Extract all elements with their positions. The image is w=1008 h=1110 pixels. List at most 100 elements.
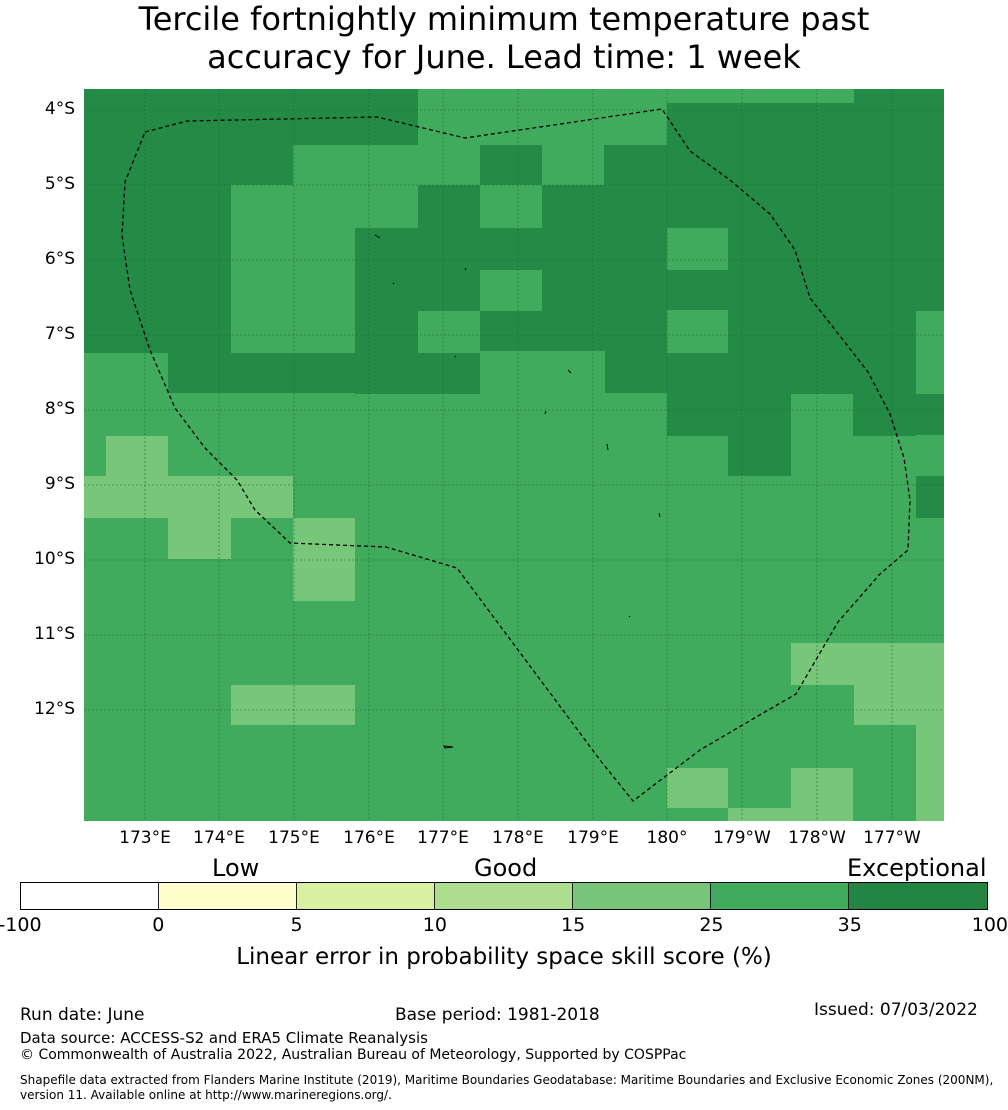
shapefile-credit-line-2: version 11. Available online at http://w… bbox=[20, 1088, 392, 1102]
category-exceptional: Exceptional bbox=[847, 854, 987, 882]
skill-cell bbox=[916, 476, 944, 518]
island-outline bbox=[464, 267, 467, 271]
skill-cell bbox=[728, 228, 944, 311]
skill-cell bbox=[418, 185, 480, 228]
skill-cell bbox=[791, 768, 853, 808]
skill-cell bbox=[231, 228, 355, 311]
skill-cell bbox=[84, 476, 293, 518]
eez-boundary bbox=[121, 108, 911, 802]
colorbar-segment bbox=[573, 883, 711, 909]
colorbar-tick-label: -100 bbox=[0, 914, 42, 936]
colorbar-tick-label: 35 bbox=[837, 914, 862, 936]
island-outline bbox=[628, 615, 631, 618]
skill-cell bbox=[542, 145, 604, 185]
category-good: Good bbox=[474, 854, 538, 882]
skill-cell bbox=[480, 145, 542, 185]
latitude-label: 9°S bbox=[44, 474, 75, 494]
skill-cell bbox=[667, 394, 791, 436]
longitude-label: 173°E bbox=[119, 828, 171, 848]
latitude-label: 6°S bbox=[44, 249, 75, 269]
skill-cell bbox=[355, 185, 418, 228]
skill-cell bbox=[168, 353, 480, 393]
colorbar-tick-label: 15 bbox=[561, 914, 586, 936]
colorbar-segment bbox=[849, 883, 987, 909]
issued-date: Issued: 07/03/2022 bbox=[814, 1000, 978, 1020]
colorbar-tick-label: 25 bbox=[699, 914, 724, 936]
longitude-label: 179°W bbox=[713, 828, 771, 848]
skill-cell bbox=[728, 808, 853, 821]
skill-cell bbox=[667, 768, 728, 808]
graticule bbox=[84, 89, 944, 821]
longitude-label: 177°W bbox=[863, 828, 921, 848]
longitude-label: 179°E bbox=[567, 828, 619, 848]
colorbar-label: Linear error in probability space skill … bbox=[236, 944, 772, 970]
island-outline bbox=[392, 282, 395, 285]
islands bbox=[374, 234, 661, 749]
skill-cell bbox=[480, 228, 667, 270]
island-outline bbox=[374, 234, 381, 239]
skill-cell bbox=[605, 351, 667, 393]
skill-cell bbox=[791, 643, 944, 685]
skill-cell bbox=[168, 518, 231, 559]
skill-cell bbox=[231, 685, 355, 725]
skill-cell bbox=[667, 103, 944, 228]
skill-cell bbox=[728, 436, 791, 476]
skill-cell bbox=[106, 436, 168, 477]
colorbar-segment bbox=[21, 883, 159, 909]
latitude-label: 7°S bbox=[44, 324, 75, 344]
latitude-label: 11°S bbox=[34, 624, 75, 644]
longitude-label: 176°E bbox=[343, 828, 395, 848]
base-period: Base period: 1981-2018 bbox=[395, 1005, 600, 1025]
title-line-1: Tercile fortnightly minimum temperature … bbox=[138, 0, 870, 38]
skill-cell bbox=[293, 145, 418, 185]
shapefile-credit-line-1: Shapefile data extracted from Flanders M… bbox=[20, 1073, 994, 1087]
run-date: Run date: June bbox=[20, 1005, 145, 1025]
skill-cell bbox=[418, 89, 667, 145]
skill-cell bbox=[916, 353, 944, 394]
skill-cell bbox=[667, 89, 854, 103]
skill-cell bbox=[293, 311, 355, 353]
colorbar-tick-label: 100 bbox=[971, 914, 1008, 936]
skill-cell bbox=[916, 394, 944, 435]
skill-cell bbox=[293, 518, 355, 601]
skill-cell bbox=[854, 685, 944, 725]
skill-cell bbox=[542, 270, 605, 351]
skill-cell bbox=[667, 228, 728, 270]
map-title: Tercile fortnightly minimum temperature … bbox=[0, 0, 1008, 76]
skill-cell bbox=[728, 311, 916, 353]
skill-cell bbox=[231, 185, 355, 228]
island-outline bbox=[658, 512, 661, 518]
skill-cell bbox=[854, 89, 944, 103]
latitude-label: 5°S bbox=[44, 174, 75, 194]
colorbar-tick-label: 0 bbox=[152, 914, 165, 936]
longitude-label: 177°E bbox=[417, 828, 469, 848]
skill-cell bbox=[106, 145, 294, 185]
skill-cell bbox=[84, 145, 106, 185]
longitude-label: 178°W bbox=[788, 828, 846, 848]
island-outline bbox=[567, 369, 572, 374]
longitude-label: 174°E bbox=[193, 828, 245, 848]
skill-cell bbox=[916, 725, 944, 821]
skill-cell bbox=[480, 185, 542, 228]
skill-cell bbox=[667, 270, 728, 310]
longitude-label: 178°E bbox=[492, 828, 544, 848]
island-outline bbox=[606, 443, 609, 451]
latitude-label: 8°S bbox=[44, 399, 75, 419]
skill-cell bbox=[604, 145, 667, 185]
latitude-label: 4°S bbox=[44, 99, 75, 119]
colorbar-tick-label: 5 bbox=[290, 914, 303, 936]
island-outline bbox=[544, 410, 547, 415]
colorbar-segment bbox=[159, 883, 297, 909]
skill-cell bbox=[853, 394, 916, 436]
island-outline bbox=[443, 745, 454, 749]
skill-cell bbox=[667, 353, 916, 394]
colorbar-segment bbox=[297, 883, 435, 909]
colorbar-segment bbox=[435, 883, 573, 909]
longitude-label: 180° bbox=[646, 828, 688, 848]
category-low: Low bbox=[212, 854, 260, 882]
colorbar-tick-label: 10 bbox=[422, 914, 447, 936]
skill-cell bbox=[418, 311, 480, 353]
latitude-label: 12°S bbox=[34, 699, 75, 719]
data-source: Data source: ACCESS-S2 and ERA5 Climate … bbox=[20, 1029, 428, 1047]
copyright: © Commonwealth of Australia 2022, Austra… bbox=[20, 1047, 687, 1063]
